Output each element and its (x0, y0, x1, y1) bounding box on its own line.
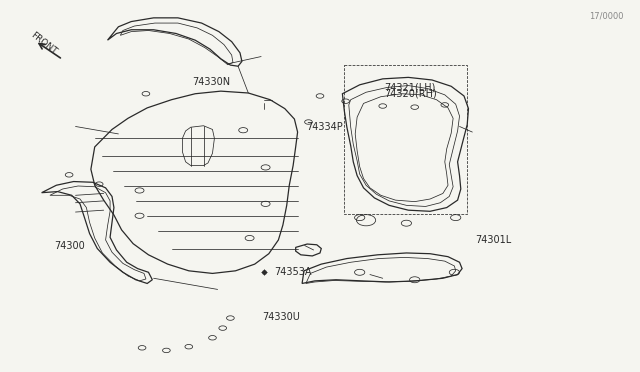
Text: 74301L: 74301L (475, 235, 511, 245)
Text: 17/0000: 17/0000 (589, 11, 624, 20)
Text: 74330N: 74330N (192, 77, 230, 87)
Text: 74320(RH): 74320(RH) (384, 89, 436, 99)
Text: 74353A: 74353A (274, 267, 312, 277)
Text: 74300: 74300 (54, 241, 85, 250)
Text: 74334P: 74334P (306, 122, 342, 132)
Text: FRONT: FRONT (29, 31, 59, 57)
Text: 74321(LH): 74321(LH) (384, 83, 435, 92)
Text: 74330U: 74330U (262, 312, 300, 322)
